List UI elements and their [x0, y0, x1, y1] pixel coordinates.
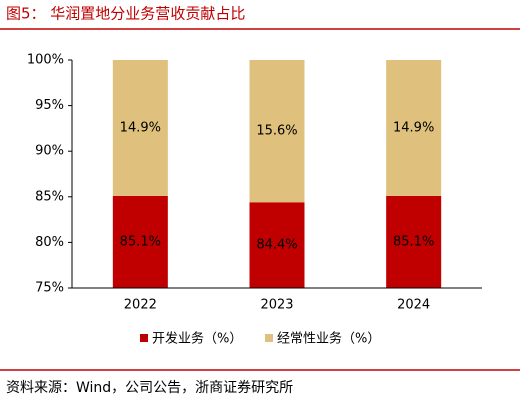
chart-title: 图5： 华润置地分业务营收贡献占比: [6, 5, 245, 23]
y-tick-label: 85%: [35, 189, 64, 204]
legend-label: 经常性业务（%）: [277, 331, 380, 347]
bar-segment: [112, 195, 168, 288]
source: 资料来源：Wind，公司公告，浙商证券研究所: [6, 380, 293, 396]
data-label: 15.6%: [256, 124, 297, 139]
bar-segment: [249, 202, 305, 288]
data-label: 85.1%: [120, 234, 161, 249]
legend-swatch: [140, 334, 148, 342]
x-tick-label: 2023: [260, 298, 293, 313]
y-tick-label: 75%: [35, 281, 64, 296]
data-label: 84.4%: [256, 238, 297, 253]
y-tick-label: 90%: [35, 144, 64, 159]
bar-segment: [386, 60, 442, 196]
legend-label: 开发业务（%）: [152, 331, 242, 347]
data-label: 14.9%: [393, 120, 434, 135]
data-label: 85.1%: [393, 234, 434, 249]
bar-segment: [386, 195, 442, 288]
data-label: 14.9%: [120, 120, 161, 135]
y-tick-label: 80%: [35, 235, 64, 250]
y-tick-label: 95%: [35, 98, 64, 113]
y-tick-label: 100%: [27, 53, 64, 68]
x-tick-label: 2024: [397, 298, 430, 313]
bar-segment: [112, 60, 168, 196]
x-tick-label: 2022: [124, 298, 157, 313]
bar-segment: [249, 60, 305, 203]
legend-swatch: [265, 334, 273, 342]
